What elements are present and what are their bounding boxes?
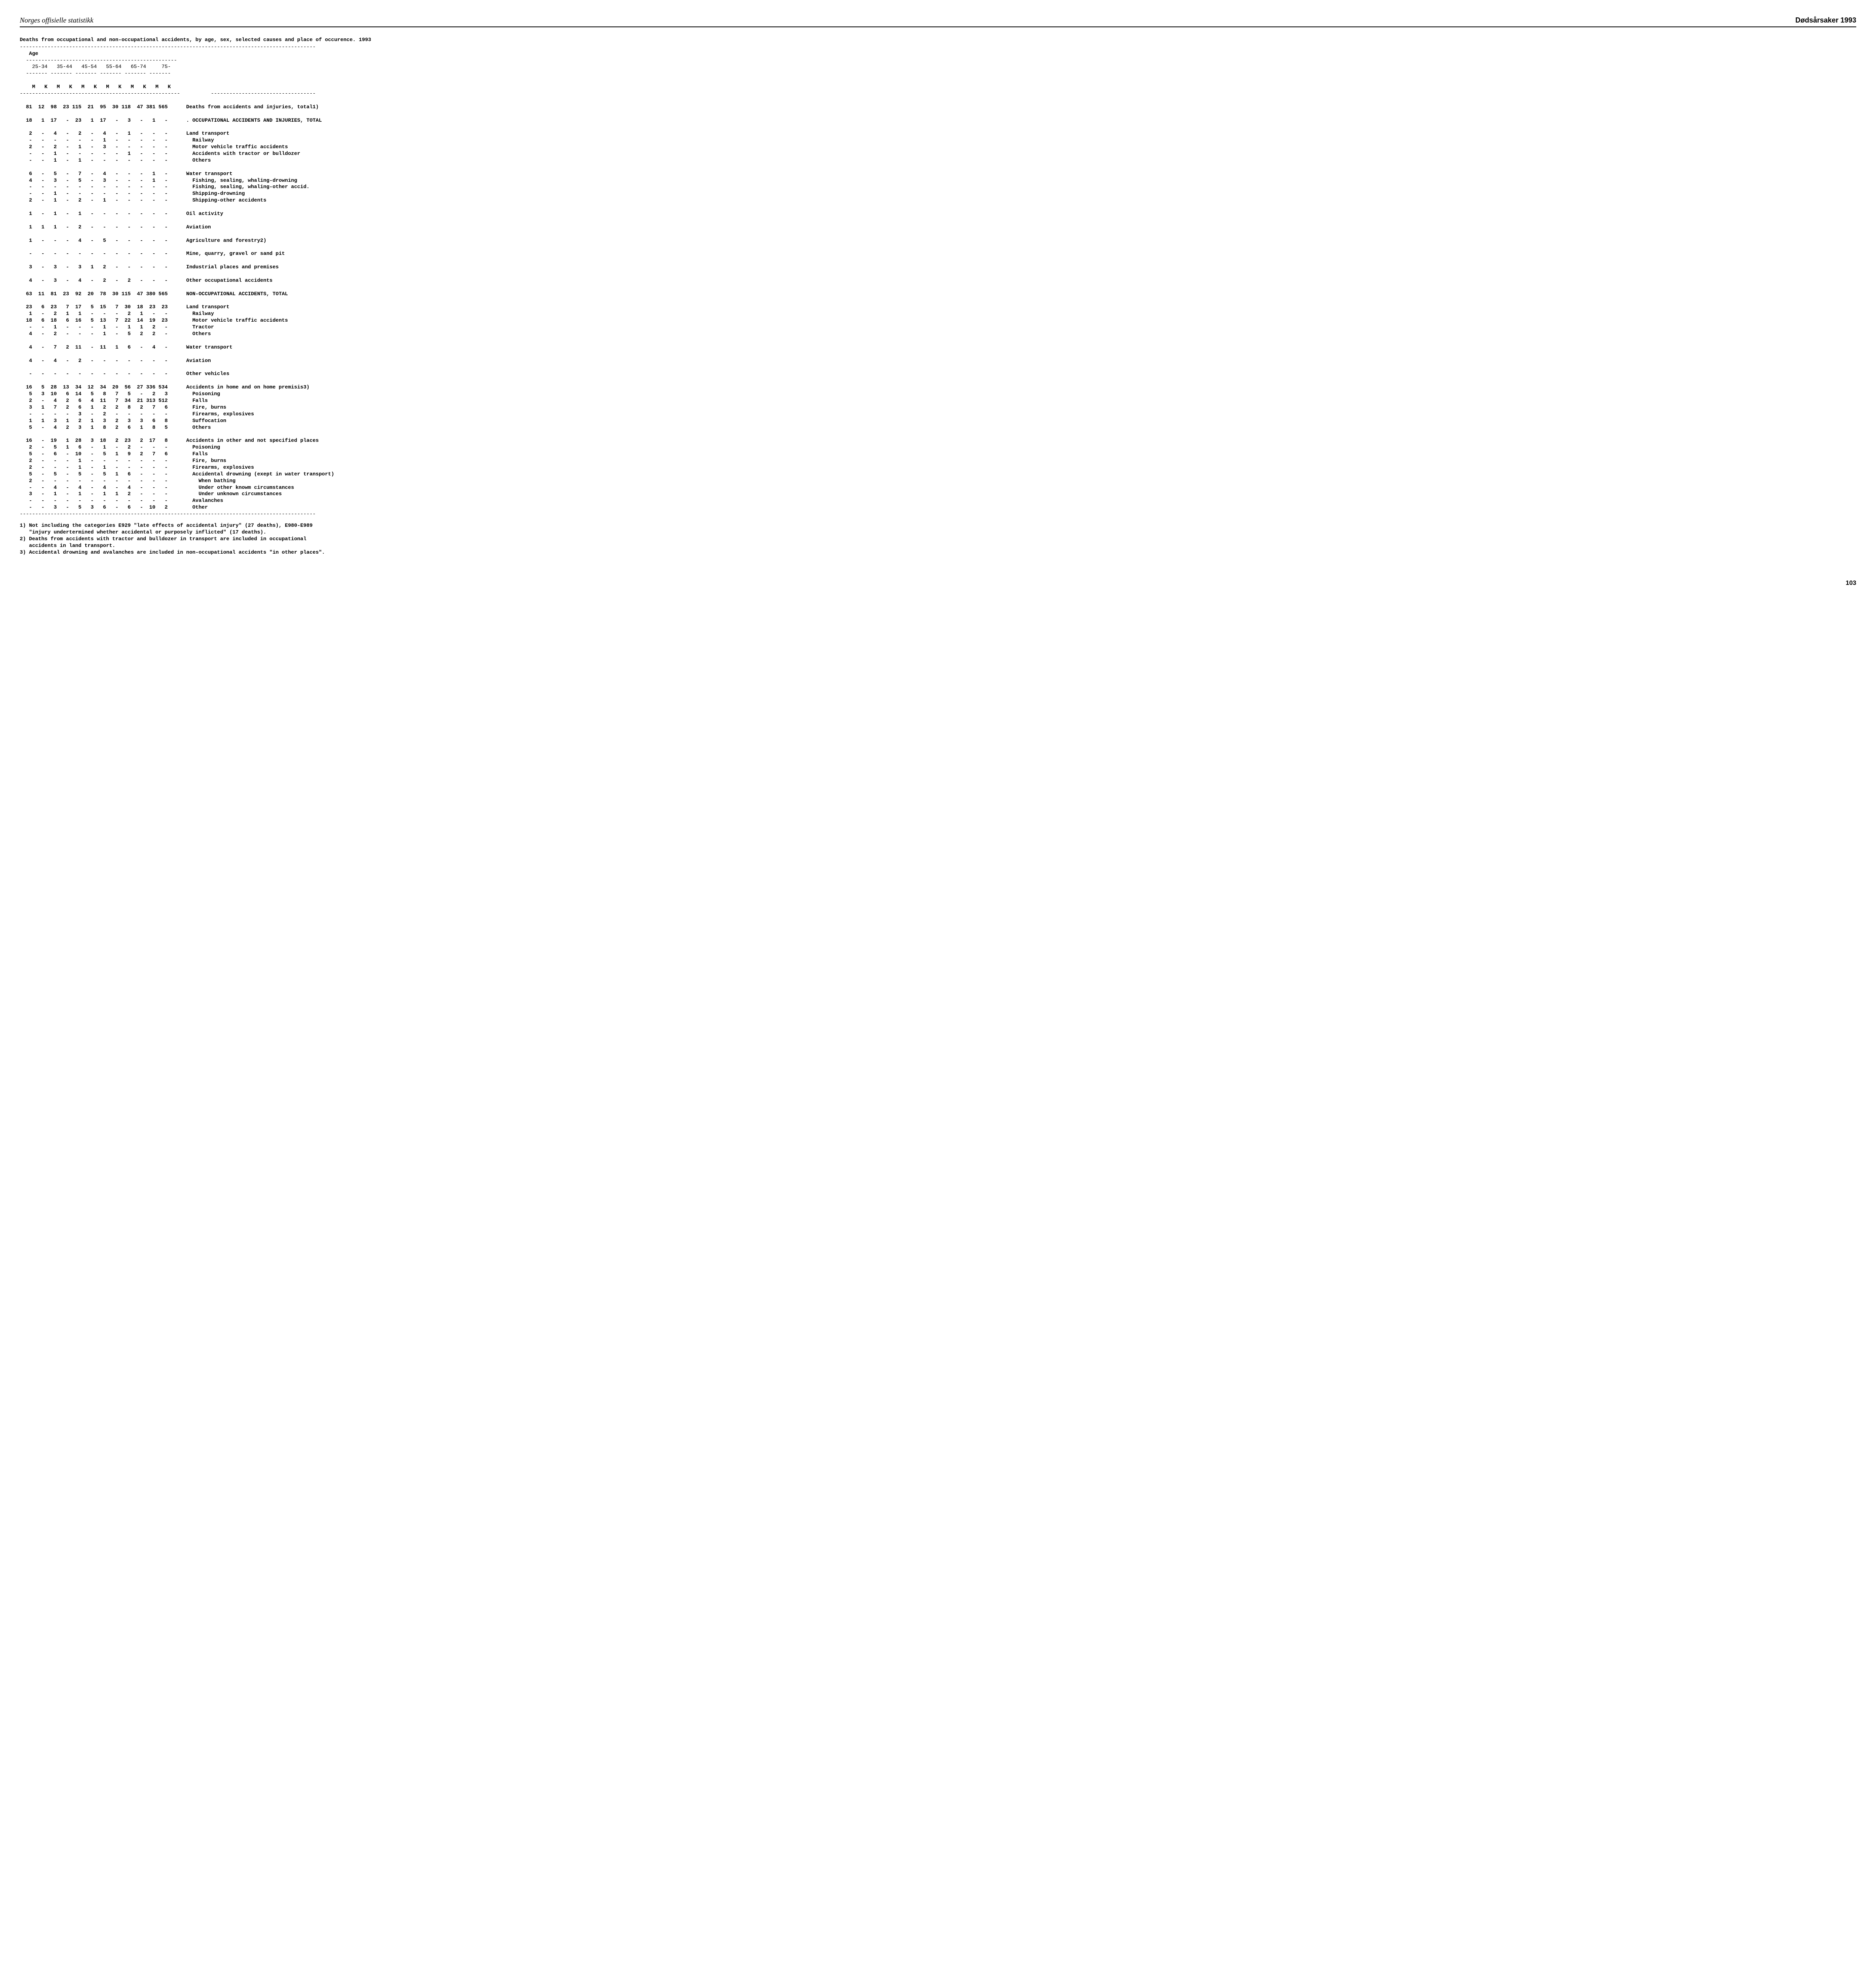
data-table: ----------------------------------------…: [20, 44, 1856, 518]
header-right: Dødsårsaker 1993: [1795, 16, 1856, 25]
page-number: 103: [20, 579, 1856, 587]
footnotes: 1) Not including the categories E929 "la…: [20, 522, 1856, 556]
page-header: Norges offisielle statistikk Dødsårsaker…: [20, 16, 1856, 27]
header-left: Norges offisielle statistikk: [20, 16, 93, 25]
table-title: Deaths from occupational and non-occupat…: [20, 37, 1856, 43]
